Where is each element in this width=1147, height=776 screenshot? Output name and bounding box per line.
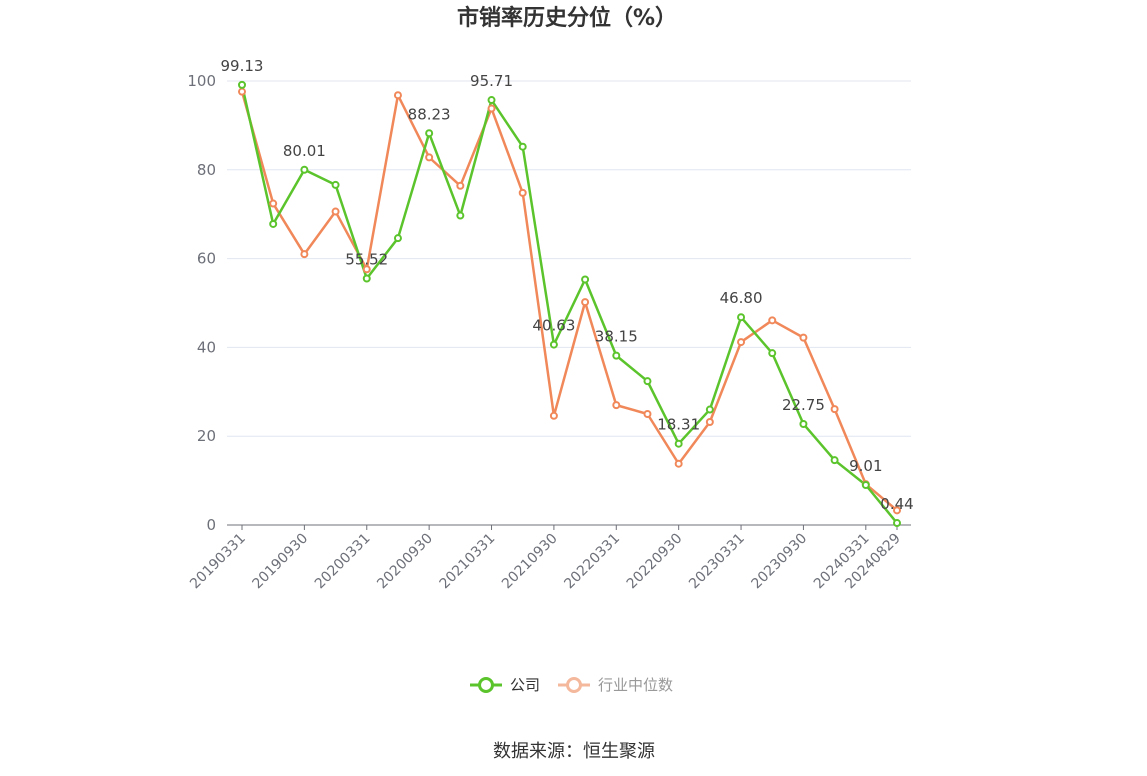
legend-label-company: 公司: [510, 676, 540, 694]
data-point-s0-0: [238, 80, 246, 89]
data-point-s0-9: [518, 142, 527, 151]
data-label-0: 99.13: [221, 57, 264, 75]
data-label-20: 9.01: [849, 457, 882, 475]
y-axis: 0 20 40 60 80 100: [187, 72, 216, 534]
data-point-s1-7: [456, 181, 465, 190]
y-tick-label-0: 0: [206, 516, 216, 534]
y-tick-label-80: 80: [197, 161, 216, 179]
data-point-s0-13: [643, 377, 652, 386]
data-point-s0-16: [737, 313, 746, 322]
data-labels: 99.13 80.01 55.52 88.23 95.71 40.63 38.15 18.31…: [221, 57, 914, 513]
data-point-s0-18: [799, 419, 808, 428]
data-point-s1-21: [893, 506, 901, 515]
data-point-s0-6: [425, 129, 434, 138]
data-point-s1-13: [643, 410, 652, 418]
data-label-2: 80.01: [283, 142, 326, 160]
data-point-s0-15: [705, 405, 714, 414]
data-point-s1-5: [393, 91, 402, 100]
x-tick-label-1: 20190930: [250, 531, 312, 593]
data-point-s1-15: [705, 417, 714, 426]
data-point-s1-18: [799, 333, 808, 342]
x-tick-label-0: 20190331: [187, 531, 249, 593]
data-label-6: 88.23: [408, 105, 451, 123]
data-point-s0-10: [549, 340, 558, 349]
data-point-s0-19: [830, 456, 839, 465]
data-point-s1-0: [238, 87, 246, 96]
data-point-s0-1: [269, 219, 278, 228]
x-tick-label-8: 20230331: [686, 531, 748, 593]
data-point-s1-9: [518, 188, 527, 197]
legend-label-industry: 行业中位数: [598, 676, 673, 694]
data-label-4: 55.52: [345, 250, 388, 268]
data-point-s0-7: [456, 211, 465, 220]
data-point-s0-2: [300, 165, 309, 174]
data-label-14: 18.31: [657, 416, 700, 434]
data-label-16: 46.80: [720, 289, 763, 307]
data-label-12: 38.15: [595, 328, 638, 346]
x-axis: 20190331 20190930 20200331 20200930 20210331…: [187, 524, 911, 593]
x-tick-label-4: 20210331: [437, 531, 499, 593]
y-tick-label-20: 20: [197, 427, 216, 445]
data-point-s1-8: [487, 104, 496, 113]
source-note: 数据来源：恒生聚源: [493, 741, 655, 762]
data-point-s1-4: [362, 265, 371, 274]
data-point-s1-10: [549, 411, 558, 420]
x-tick-label-2: 20200331: [312, 531, 374, 593]
data-point-s0-11: [581, 275, 590, 284]
grid-lines: [227, 80, 911, 437]
x-tick-label-5: 20210930: [499, 531, 561, 593]
data-point-s0-8: [487, 96, 496, 105]
data-point-s1-12: [612, 401, 621, 410]
data-point-s0-21: [893, 519, 901, 528]
y-tick-label-40: 40: [197, 338, 216, 356]
data-point-s0-14: [674, 439, 683, 448]
y-tick-label-60: 60: [197, 250, 216, 268]
series-line-1: [240, 91, 898, 512]
data-label-10: 40.63: [532, 317, 575, 335]
data-point-s0-12: [612, 351, 621, 360]
data-point-s1-6: [425, 153, 434, 162]
legend-item-company[interactable]: 公司: [470, 676, 540, 694]
data-point-s1-19: [830, 405, 839, 414]
data-point-s0-4: [362, 274, 371, 283]
data-point-s0-3: [331, 180, 340, 189]
data-point-s1-11: [581, 298, 590, 307]
data-label-21: 0.44: [880, 495, 913, 513]
data-point-s1-16: [737, 338, 746, 347]
series-layer: [238, 80, 901, 528]
data-point-s1-3: [331, 207, 340, 216]
x-tick-label-7: 20220930: [624, 531, 686, 593]
data-point-s0-20: [861, 480, 870, 489]
data-point-s1-1: [269, 199, 278, 208]
data-label-8: 95.71: [470, 72, 513, 90]
x-tick-label-9: 20230930: [749, 531, 811, 593]
chart-title: 市销率历史分位（%）: [457, 5, 677, 31]
series-line-0: [240, 84, 898, 524]
x-tick-label-3: 20200930: [374, 531, 436, 593]
legend: 公司 行业中位数: [470, 676, 673, 694]
data-point-s1-14: [674, 459, 683, 468]
x-tick-label-6: 20220331: [561, 531, 623, 593]
data-point-s1-2: [300, 250, 309, 259]
data-point-s0-17: [768, 349, 777, 358]
legend-item-industry[interactable]: 行业中位数: [558, 676, 673, 694]
data-point-s0-5: [393, 234, 402, 243]
data-label-18: 22.75: [782, 396, 825, 414]
data-point-s1-17: [768, 316, 777, 325]
y-tick-label-100: 100: [187, 72, 216, 90]
